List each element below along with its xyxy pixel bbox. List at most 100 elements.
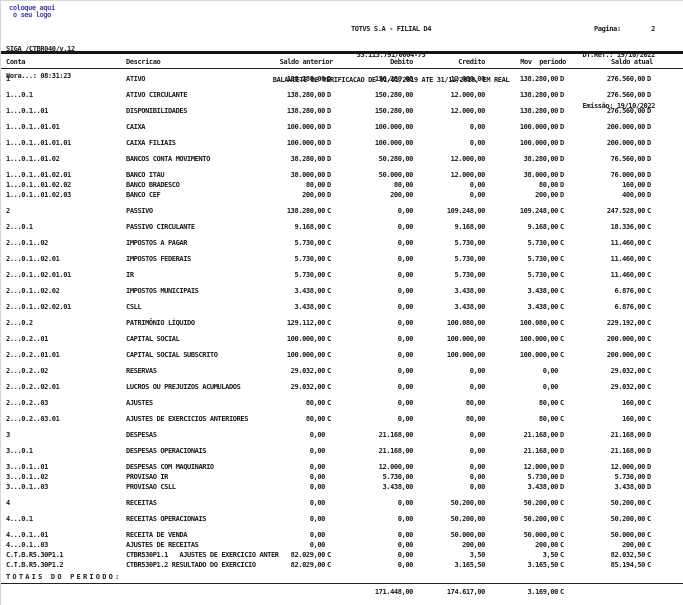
row-saldo-anterior: 129.112,00 (286, 319, 326, 327)
table-row: 2...0.2..01.01 CAPITAL SOCIAL SUBSCRITO 10… (1, 350, 683, 360)
row-mov-periodo: 5.730,00 (527, 239, 558, 247)
row-saldo-anterior-suffix: D (327, 191, 331, 199)
row-conta: 2...0.1 (6, 223, 33, 231)
row-mov-periodo: 138.280,00 (519, 107, 559, 115)
row-conta: 2...0.2..03 (6, 399, 48, 407)
row-conta: 2...0.1..02.02.01 (6, 303, 71, 311)
row-debito: 0,00 (397, 383, 414, 391)
row-saldo-anterior: 9.168,00 (294, 223, 325, 231)
table-body: 1 ATIVO 138.280,00 D 150.280,00 12.000,00 138.… (1, 74, 683, 570)
row-mov-periodo-suffix: C (560, 255, 564, 263)
row-credito: 3,50 (469, 551, 486, 559)
row-saldo-anterior-suffix: D (327, 139, 331, 147)
row-credito: 5.730,00 (454, 255, 485, 263)
row-mov-periodo: 3.438,00 (527, 303, 558, 311)
row-saldo-anterior-suffix: C (327, 335, 331, 343)
row-mov-periodo: 200,00 (535, 191, 558, 199)
row-debito: 0,00 (397, 335, 414, 343)
row-conta: 1...0.1..01.02.02 (6, 181, 71, 189)
row-saldo-atual: 18.336,00 (610, 223, 646, 231)
row-descricao: DISPONIBILIDADES (126, 107, 188, 115)
row-debito: 0,00 (397, 551, 414, 559)
row-credito: 80,00 (465, 399, 485, 407)
row-saldo-anterior: 80,00 (305, 399, 325, 407)
table-row: 2...0.2..03.01 AJUSTES DE EXERCICIOS ANTE… (1, 414, 683, 424)
row-debito: 0,00 (397, 255, 414, 263)
table-row: 3...0.1..02 PROVISAO IR 0,00 5.730,00 0,00 5.… (1, 472, 683, 482)
row-saldo-anterior-suffix: C (327, 551, 331, 559)
row-conta: 3...0.1..02 (6, 473, 48, 481)
row-mov-periodo: 12.000,00 (523, 463, 559, 471)
company-cnpj: 53.113.791/0004-75 (356, 50, 426, 59)
row-mov-periodo-suffix: C (560, 239, 564, 247)
row-saldo-atual: 3.438,00 (614, 483, 645, 491)
row-mov-periodo: 21.168,00 (523, 447, 559, 455)
row-saldo-anterior: 0,00 (309, 431, 326, 439)
row-mov-periodo: 38.000,00 (523, 171, 559, 179)
column-header-debito: Debito (390, 58, 413, 66)
row-descricao: PATRIMÔNIO LÍQUIDO (126, 319, 195, 327)
row-mov-periodo-suffix: D (560, 181, 564, 189)
row-saldo-atual: 76.560,00 (610, 155, 646, 163)
row-debito: 150.280,00 (374, 91, 414, 99)
row-descricao: ATIVO CIRCULANTE (126, 91, 188, 99)
table-row: 2...0.2 PATRIMÔNIO LÍQUIDO 129.112,00 C 0,00… (1, 318, 683, 328)
row-saldo-atual-suffix: C (647, 541, 651, 549)
row-saldo-anterior-suffix: C (327, 351, 331, 359)
row-saldo-anterior-suffix: D (327, 181, 331, 189)
row-saldo-anterior: 138.280,00 (286, 75, 326, 83)
row-credito: 12.000,00 (450, 91, 486, 99)
row-mov-periodo-suffix: D (560, 473, 564, 481)
row-mov-periodo: 138.280,00 (519, 91, 559, 99)
column-header-row: Conta Descricao Saldo anterior Debito Cr… (1, 58, 683, 69)
row-conta: 2...0.2 (6, 319, 33, 327)
row-descricao: CAPITAL SOCIAL (126, 335, 180, 343)
row-descricao: PROVISAO CSLL (126, 483, 176, 491)
row-saldo-atual-suffix: D (647, 483, 651, 491)
row-conta: 2...0.2..02.01 (6, 383, 60, 391)
row-saldo-anterior-suffix (325, 514, 333, 524)
row-credito: 5.730,00 (454, 271, 485, 279)
row-saldo-atual: 160,00 (622, 181, 645, 189)
row-credito: 3.165,50 (454, 561, 485, 569)
row-debito: 200,00 (390, 191, 413, 199)
row-saldo-anterior-suffix: D (327, 155, 331, 163)
table-row: 2...0.2..02 RESERVAS 29.032,00 C 0,00 0,00 0,0… (1, 366, 683, 376)
row-saldo-anterior: 0,00 (309, 515, 326, 523)
row-saldo-atual: 50.200,00 (610, 499, 646, 507)
row-mov-periodo: 3.438,00 (527, 287, 558, 295)
column-header-conta: Conta (6, 58, 26, 66)
table-row: 1...0.1..01.01 CAIXA 100.000,00 D 100.000,00… (1, 122, 683, 132)
row-mov-periodo-suffix: C (560, 531, 564, 539)
row-debito: 0,00 (397, 223, 414, 231)
row-debito: 0,00 (397, 515, 414, 523)
row-credito: 5.730,00 (454, 239, 485, 247)
row-descricao: RECEITA DE VENDA (126, 531, 188, 539)
row-saldo-atual-suffix: C (647, 531, 651, 539)
reference-date-line: DT.Ref.: 19/10/2022 (582, 50, 656, 59)
totals-descricao-empty (126, 587, 256, 597)
row-conta: 2...0.2..02 (6, 367, 48, 375)
table-row: 2...0.1..02.01.01 IR 5.730,00 C 0,00 5.730,00… (1, 270, 683, 280)
row-credito: 12.000,00 (450, 75, 486, 83)
row-saldo-atual: 50.000,00 (610, 531, 646, 539)
row-descricao: CTBR530P1.2 RESULTADO DO EXERCICIO (126, 561, 256, 569)
row-mov-periodo: 50.000,00 (523, 531, 559, 539)
totals-conta-empty (6, 587, 126, 597)
row-mov-periodo-suffix: D (560, 463, 564, 471)
row-saldo-anterior-suffix: C (327, 319, 331, 327)
row-descricao: CAIXA FILIAIS (126, 139, 176, 147)
row-debito: 100.000,00 (374, 123, 414, 131)
row-descricao: IMPOSTOS FEDERAIS (126, 255, 191, 263)
row-conta: 2...0.2..01 (6, 335, 48, 343)
row-descricao: DESPESAS (126, 431, 157, 439)
row-descricao: LUCROS OU PREJUIZOS ACUMULADOS (126, 383, 241, 391)
row-mov-periodo-suffix: C (560, 515, 564, 523)
row-saldo-atual: 82.032,50 (610, 551, 646, 559)
row-saldo-anterior: 38.000,00 (290, 171, 326, 179)
row-descricao: IMPOSTOS MUNICIPAIS (126, 287, 199, 295)
row-mov-periodo: 5.730,00 (527, 255, 558, 263)
row-descricao: IMPOSTOS A PAGAR (126, 239, 188, 247)
row-mov-periodo: 3.438,00 (527, 483, 558, 491)
row-credito: 0,00 (469, 473, 486, 481)
